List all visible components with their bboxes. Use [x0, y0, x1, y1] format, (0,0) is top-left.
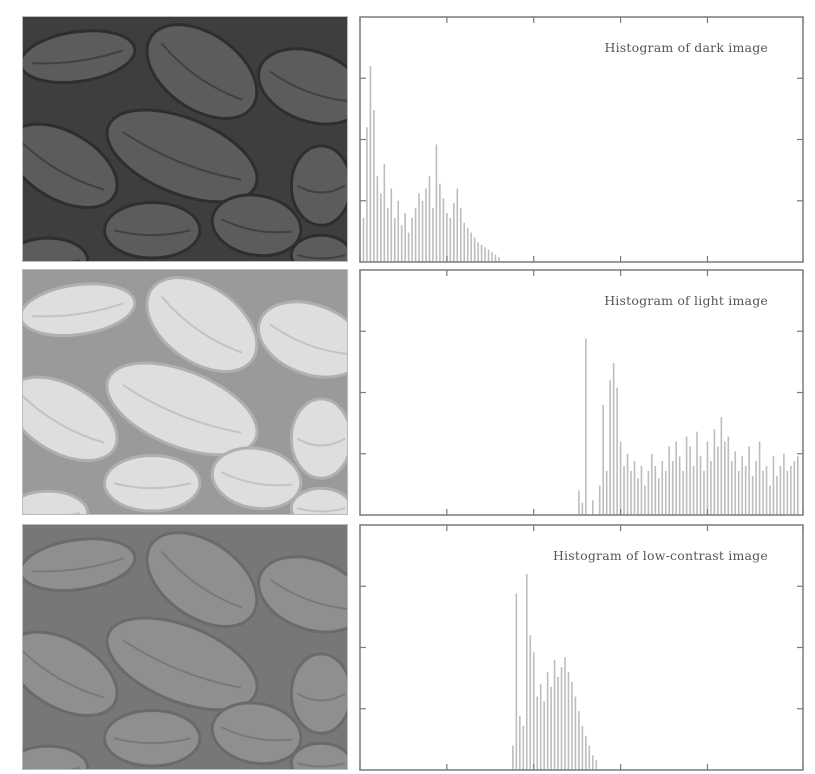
bean [103, 453, 202, 513]
bean-seam [113, 229, 191, 237]
bean-seam [269, 323, 347, 356]
bean [23, 744, 90, 769]
bean [23, 29, 137, 84]
bean-body [23, 29, 137, 84]
bean [23, 630, 119, 717]
bean [23, 375, 119, 462]
bean-body [103, 708, 202, 768]
bean-body [23, 489, 90, 514]
bean-body [210, 701, 303, 766]
histogram-light-plot: Histogram of light image [359, 269, 804, 516]
bean-seam [297, 762, 346, 768]
bean-seam [23, 141, 105, 191]
histogram-dark-plot: Histogram of dark image [359, 16, 804, 263]
histogram-low-contrast-plot: Histogram of low-contrast image [359, 524, 804, 771]
histogram-dark: Histogram of dark image [359, 16, 804, 264]
bean-body [289, 233, 347, 261]
bean-body [23, 236, 90, 261]
bean [289, 233, 347, 261]
bean-seam [220, 726, 292, 742]
bean [289, 486, 347, 514]
bean [105, 616, 259, 712]
bean-seam [296, 184, 346, 194]
bean-seam [122, 639, 242, 689]
bean-body [105, 361, 259, 457]
bean-seam [31, 557, 124, 573]
bean-seam [296, 692, 346, 702]
bean-seam [160, 42, 243, 101]
bean-body [105, 108, 259, 204]
dark-image [22, 16, 348, 262]
bean [103, 708, 202, 768]
light-image [22, 269, 348, 515]
bean [145, 23, 259, 120]
light-image-graphic [23, 270, 347, 514]
bean-body [257, 47, 347, 126]
chart-title: Histogram of light image [604, 293, 768, 308]
bean-body [257, 300, 347, 379]
bean-seam [23, 394, 105, 444]
bean [23, 537, 137, 592]
bean-body [210, 193, 303, 258]
bean [210, 701, 303, 766]
bean-body [23, 537, 137, 592]
bean-body [23, 122, 119, 209]
histogram-light: Histogram of light image [359, 269, 804, 517]
bean-seam [113, 737, 191, 745]
bean-body [23, 282, 137, 337]
bean-seam [160, 550, 243, 609]
low-contrast-image [22, 524, 348, 770]
bean [289, 397, 347, 480]
bean-seam [296, 437, 346, 447]
bean-seam [122, 384, 242, 434]
chart-title: Histogram of dark image [604, 40, 768, 55]
bean [105, 108, 259, 204]
bean-body [257, 555, 347, 634]
bean [105, 361, 259, 457]
bean-seam [220, 471, 292, 487]
dark-image-graphic [23, 17, 347, 261]
bean-body [289, 741, 347, 769]
bean-body [23, 375, 119, 462]
bean [257, 300, 347, 379]
bean [23, 122, 119, 209]
bean-seam [297, 507, 346, 513]
bean-body [289, 652, 347, 735]
bean-body [23, 630, 119, 717]
bean-body [103, 200, 202, 260]
bean-seam [23, 649, 105, 699]
bean-body [289, 486, 347, 514]
bean-body [105, 616, 259, 712]
bean [210, 193, 303, 258]
bean [145, 276, 259, 373]
bean-body [103, 453, 202, 513]
bean-seam [31, 49, 124, 65]
bean-seam [297, 254, 346, 260]
bean-seam [31, 302, 124, 318]
bean-body [23, 744, 90, 769]
bean-seam [269, 70, 347, 103]
bean [23, 236, 90, 261]
low-contrast-image-graphic [23, 525, 347, 769]
bean-body [210, 446, 303, 511]
bean [289, 652, 347, 735]
bean [257, 555, 347, 634]
bean [257, 47, 347, 126]
bean [289, 741, 347, 769]
bean [103, 200, 202, 260]
bean [23, 489, 90, 514]
bean [145, 531, 259, 628]
bean [289, 144, 347, 227]
bean [210, 446, 303, 511]
bean-seam [160, 295, 243, 354]
bean-seam [113, 482, 191, 490]
bean-body [289, 144, 347, 227]
chart-title: Histogram of low-contrast image [553, 548, 768, 563]
bean-seam [220, 218, 292, 234]
histogram-low-contrast: Histogram of low-contrast image [359, 524, 804, 772]
bean-seam [269, 578, 347, 611]
bean [23, 282, 137, 337]
bean-body [289, 397, 347, 480]
bean-seam [122, 131, 242, 181]
